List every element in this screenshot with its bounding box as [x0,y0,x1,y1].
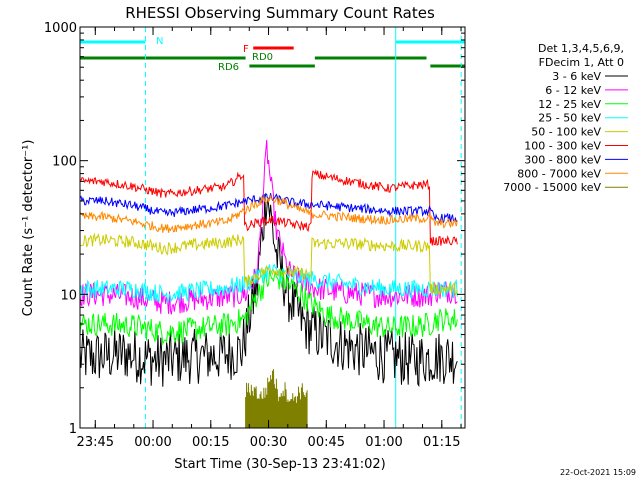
series-line-5 [79,168,458,246]
legend-entry-label: 100 - 300 keV [524,140,601,153]
x-tick-label: 23:45 [77,435,114,450]
legend-entry-label: 800 - 7000 keV [517,167,601,180]
x-tick-label: 00:15 [192,435,229,450]
legend-entry-label: 50 - 100 keV [531,126,601,139]
legend: Det 1,3,4,5,6,9,FDecim 1, Att 03 - 6 keV… [503,42,628,194]
y-axis-ticks: 1 10 100 1000 [44,21,465,437]
x-axis-ticks: 23:45 00:00 00:15 00:30 00:45 01:00 01:15 [77,27,462,450]
legend-entry-label: 12 - 25 keV [538,98,601,111]
series-line-3 [79,263,458,304]
series-line-4 [79,232,458,297]
plot-frame [79,26,466,429]
x-tick-label: 00:45 [308,435,345,450]
legend-entry-label: 25 - 50 keV [538,112,601,125]
flag-label-f: F [243,44,249,55]
legend-entry-label: 3 - 6 keV [552,70,601,83]
series-line-7 [79,194,458,233]
y-tick-label: 10 [60,288,77,303]
legend-entry-label: 6 - 12 keV [545,84,601,97]
legend-header-line: FDecim 1, Att 0 [539,56,624,69]
footer-date: 22-Oct-2021 15:09 [560,468,636,477]
series-line-0 [79,194,458,388]
y-tick-label: 100 [52,155,77,170]
legend-header-line: Det 1,3,4,5,6,9, [538,42,624,55]
y-axis-label: Count Rate (s⁻¹ detector⁻¹) [21,140,36,317]
legend-entry-label: 7000 - 15000 keV [503,181,601,194]
x-tick-label: 01:15 [423,435,460,450]
x-tick-label: 00:30 [250,435,287,450]
series-line-6 [79,192,458,225]
chart-title: RHESSI Observing Summary Count Rates [125,4,435,22]
y-tick-label: 1000 [44,21,77,36]
x-tick-label: 01:00 [365,435,402,450]
series-line-8 [245,369,308,429]
series-line-2 [79,268,458,346]
series-lines [79,139,458,429]
x-tick-label: 00:00 [134,435,171,450]
flag-label-rd0: RD0 [252,52,273,63]
x-axis-label: Start Time (30-Sep-13 23:41:02) [174,457,385,472]
flag-label-n: N [156,36,163,47]
night-lines [79,27,462,428]
flag-label-rd6: RD6 [218,62,239,73]
legend-entry-label: 300 - 800 keV [524,153,601,166]
y-tick-label: 1 [69,422,77,437]
